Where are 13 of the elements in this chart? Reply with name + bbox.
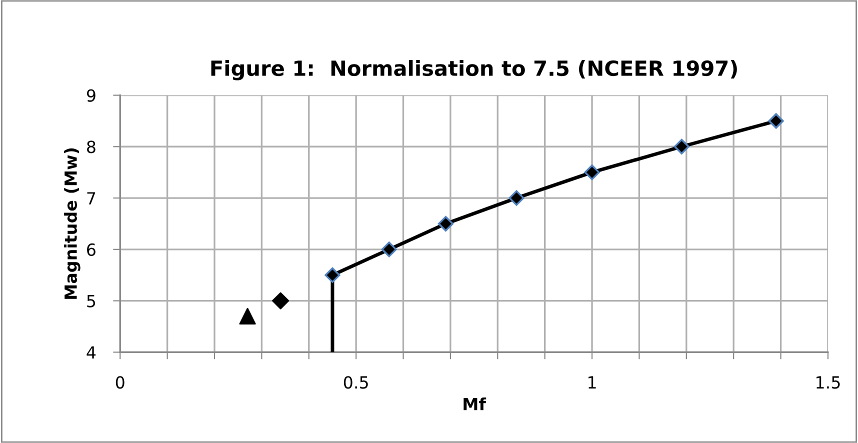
y-axis-title: Magnitude (Mw) xyxy=(64,148,80,299)
y-tick-label: 6 xyxy=(87,243,96,256)
x-tick-label: 1.5 xyxy=(816,376,840,389)
chart-title: Figure 1: Normalisation to 7.5 (NCEER 1997) xyxy=(211,60,737,80)
x-tick-label: 1 xyxy=(588,376,596,388)
x-axis-title: Mf xyxy=(464,397,486,410)
y-tick-label: 4 xyxy=(86,346,96,359)
y-tick-label: 8 xyxy=(87,140,96,154)
y-tick-label: 9 xyxy=(86,89,96,102)
y-tick-label: 7 xyxy=(87,192,96,204)
x-tick-label: 0.5 xyxy=(344,376,368,389)
x-tick-label: 0 xyxy=(116,376,124,389)
y-tick-label: 5 xyxy=(87,294,96,308)
